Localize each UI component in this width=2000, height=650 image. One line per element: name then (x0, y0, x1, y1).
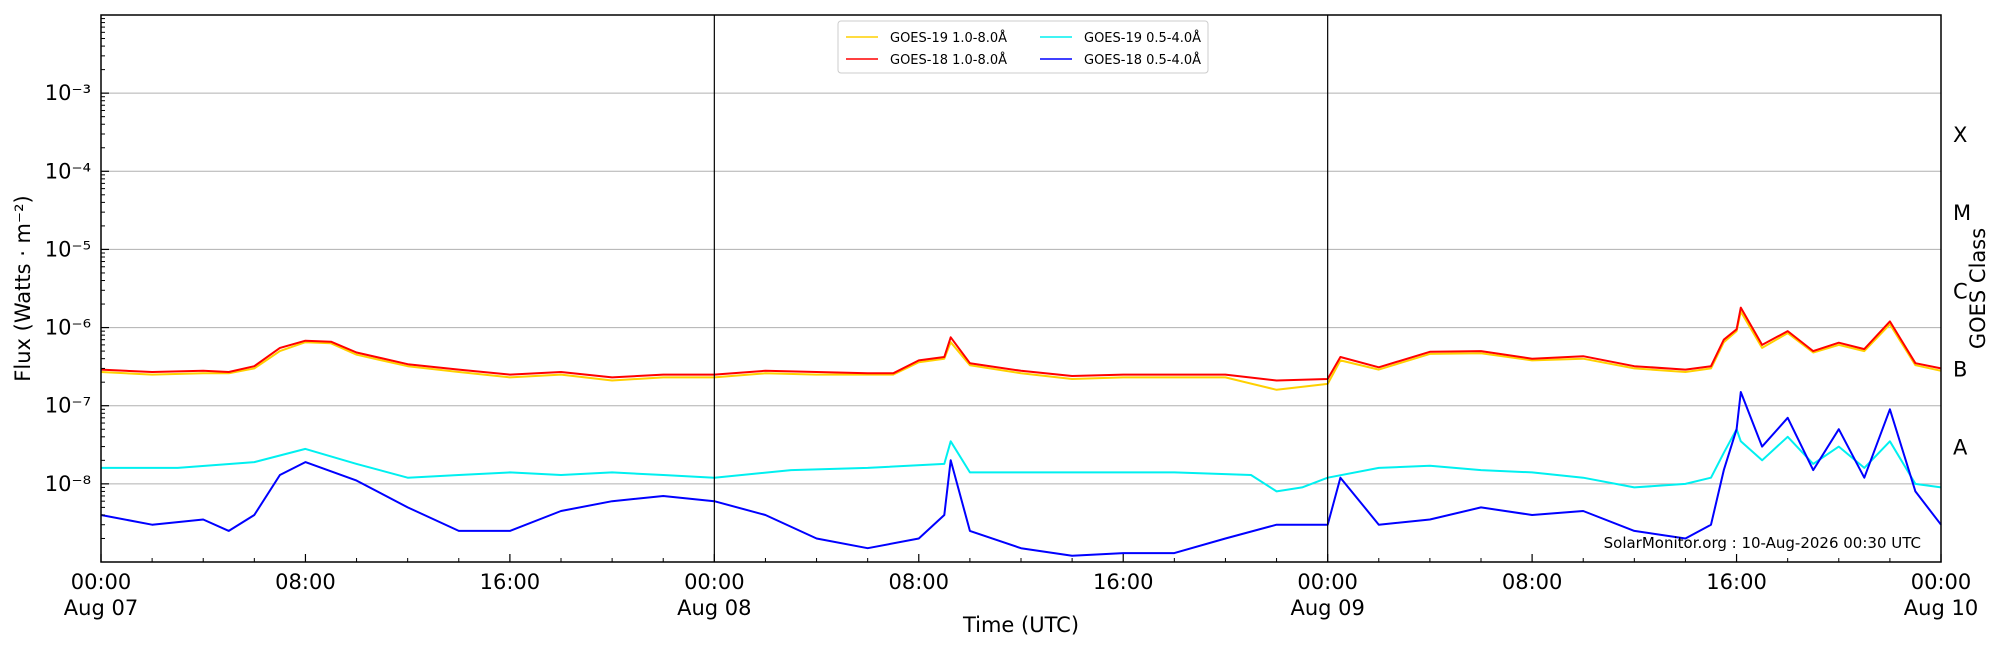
x-tick-time-label: 16:00 (480, 570, 541, 594)
goes-class-m: M (1953, 201, 1971, 225)
data-series (100, 306, 1942, 557)
legend-box (837, 20, 1209, 74)
watermark-text: SolarMonitor.org : 10-Aug-2026 00:30 UTC (1604, 534, 1921, 552)
day-boundary-lines (713, 15, 1329, 562)
right-axis-title: GOES Class (1966, 228, 1990, 349)
legend-label: GOES-19 0.5-4.0Å (1084, 30, 1201, 46)
legend: GOES-19 1.0-8.0Å GOES-19 0.5-4.0Å GOES-18 … (837, 20, 1209, 74)
x-tick-date-label: Aug 10 (1904, 596, 1978, 620)
series-line-3 (100, 391, 1942, 557)
y-tick-label: 10⁻⁷ (45, 394, 91, 418)
x-tick-time-label: 08:00 (1502, 570, 1563, 594)
x-tick-date-label: Aug 08 (677, 596, 751, 620)
x-tick-time-label: 00:00 (1911, 570, 1972, 594)
legend-label: GOES-18 1.0-8.0Å (890, 52, 1007, 68)
goes-class-x: X (1953, 123, 1967, 147)
y-tick-label: 10⁻⁸ (45, 472, 91, 496)
x-tick-time-label: 00:00 (1297, 570, 1358, 594)
goes-class-c: C (1953, 279, 1968, 303)
plot-frame (100, 14, 1942, 563)
gridlines (101, 92, 1941, 485)
y-tick-label: 10⁻⁵ (45, 237, 91, 261)
y-axis-title: Flux (Watts · m⁻²) (11, 195, 35, 381)
x-tick-time-label: 16:00 (1093, 570, 1154, 594)
x-tick-date-label: Aug 09 (1290, 596, 1364, 620)
series-line-0 (100, 310, 1942, 391)
x-tick-time-label: 08:00 (889, 570, 950, 594)
series-line-2 (101, 428, 1942, 493)
goes-class-labels: A B C M X (1953, 123, 1971, 460)
x-axis-title: Time (UTC) (962, 613, 1079, 637)
goes-class-a: A (1953, 436, 1968, 460)
x-tick-time-label: 00:00 (71, 570, 132, 594)
x-tick-time-label: 00:00 (684, 570, 745, 594)
y-tick-label: 10⁻⁴ (45, 159, 91, 183)
legend-label: GOES-18 0.5-4.0Å (1084, 52, 1201, 68)
x-tick-time-label: 16:00 (1706, 570, 1767, 594)
series-line-1 (100, 306, 1942, 382)
y-tick-label: 10⁻³ (45, 81, 91, 105)
y-tick-label: 10⁻⁶ (45, 316, 91, 340)
goes-class-b: B (1953, 357, 1967, 381)
legend-label: GOES-19 1.0-8.0Å (890, 30, 1007, 46)
x-tick-date-label: Aug 07 (64, 596, 138, 620)
x-tick-time-label: 08:00 (275, 570, 336, 594)
